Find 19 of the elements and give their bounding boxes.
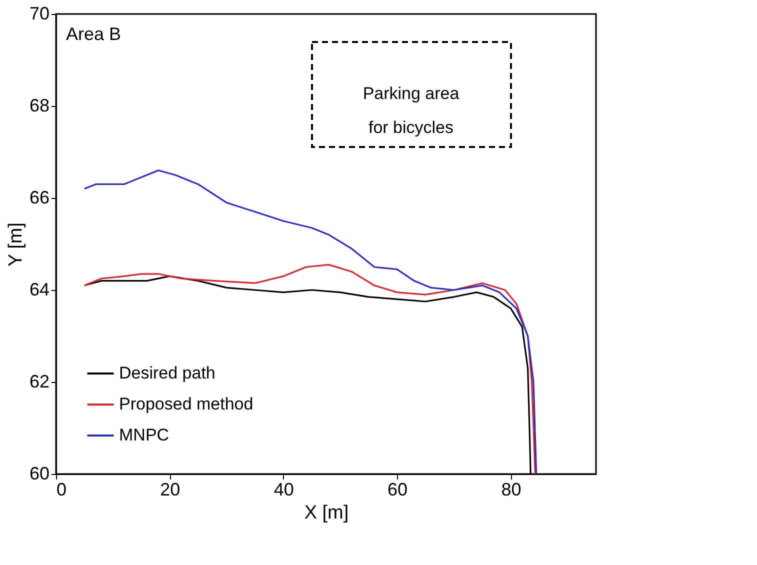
y-tick-label: 70: [29, 4, 50, 24]
annotation: Parking area for bicycles: [362, 84, 460, 137]
annotation: Area B: [66, 24, 122, 44]
x-axis-title: X [m]: [304, 502, 349, 524]
x-tick-label: 60: [388, 480, 408, 500]
legend-label: Proposed method: [119, 394, 254, 414]
x-tick-label: 40: [274, 480, 294, 500]
y-tick-label: 64: [29, 280, 50, 300]
y-tick-label: 60: [29, 464, 50, 484]
x-tick-label: 0: [56, 480, 67, 500]
y-tick-label: 62: [29, 372, 50, 392]
y-tick-label: 66: [29, 188, 50, 208]
y-axis-title: Y [m]: [5, 222, 26, 266]
y-tick-label: 68: [29, 96, 50, 116]
legend-label: MNPC: [119, 426, 170, 444]
x-tick-label: 80: [501, 480, 522, 500]
x-tick-label: 20: [160, 480, 180, 500]
line-series: [84, 170, 538, 475]
legend-label: Desired path: [119, 364, 216, 382]
